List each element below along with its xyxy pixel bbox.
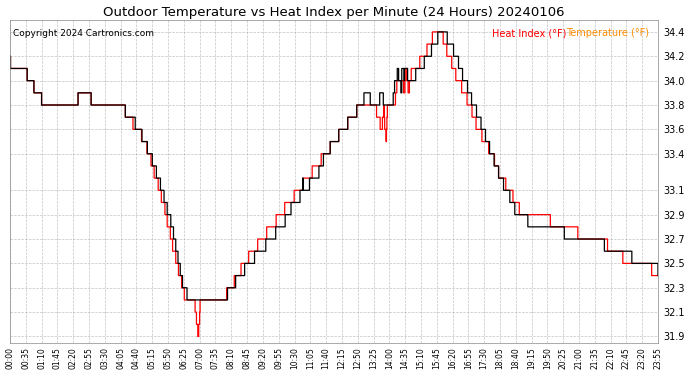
Line: Temperature (°F): Temperature (°F)	[10, 32, 658, 300]
Temperature (°F)	[520, 212, 529, 217]
Heat Index (°F)	[135, 127, 143, 132]
Heat Index (°F)	[150, 176, 158, 180]
Heat Index (°F)	[654, 273, 662, 278]
Temperature (°F)	[150, 164, 158, 168]
Temperature (°F)	[578, 237, 586, 241]
Temperature (°F)	[223, 298, 231, 302]
Temperature (°F)	[654, 273, 662, 278]
Heat Index (°F)	[223, 285, 231, 290]
Temperature (°F)	[433, 30, 442, 34]
Line: Heat Index (°F): Heat Index (°F)	[10, 32, 658, 336]
Heat Index (°F)	[194, 334, 202, 339]
Legend: Heat Index (°F), Temperature (°F): Heat Index (°F), Temperature (°F)	[488, 25, 653, 42]
Text: Copyright 2024 Cartronics.com: Copyright 2024 Cartronics.com	[13, 29, 155, 38]
Temperature (°F)	[436, 30, 444, 34]
Temperature (°F)	[135, 127, 143, 132]
Heat Index (°F)	[436, 30, 444, 34]
Temperature (°F)	[6, 54, 14, 58]
Heat Index (°F)	[578, 237, 586, 241]
Heat Index (°F)	[6, 54, 14, 58]
Temperature (°F)	[183, 298, 191, 302]
Heat Index (°F)	[520, 212, 529, 217]
Heat Index (°F)	[428, 30, 437, 34]
Title: Outdoor Temperature vs Heat Index per Minute (24 Hours) 20240106: Outdoor Temperature vs Heat Index per Mi…	[104, 6, 564, 18]
